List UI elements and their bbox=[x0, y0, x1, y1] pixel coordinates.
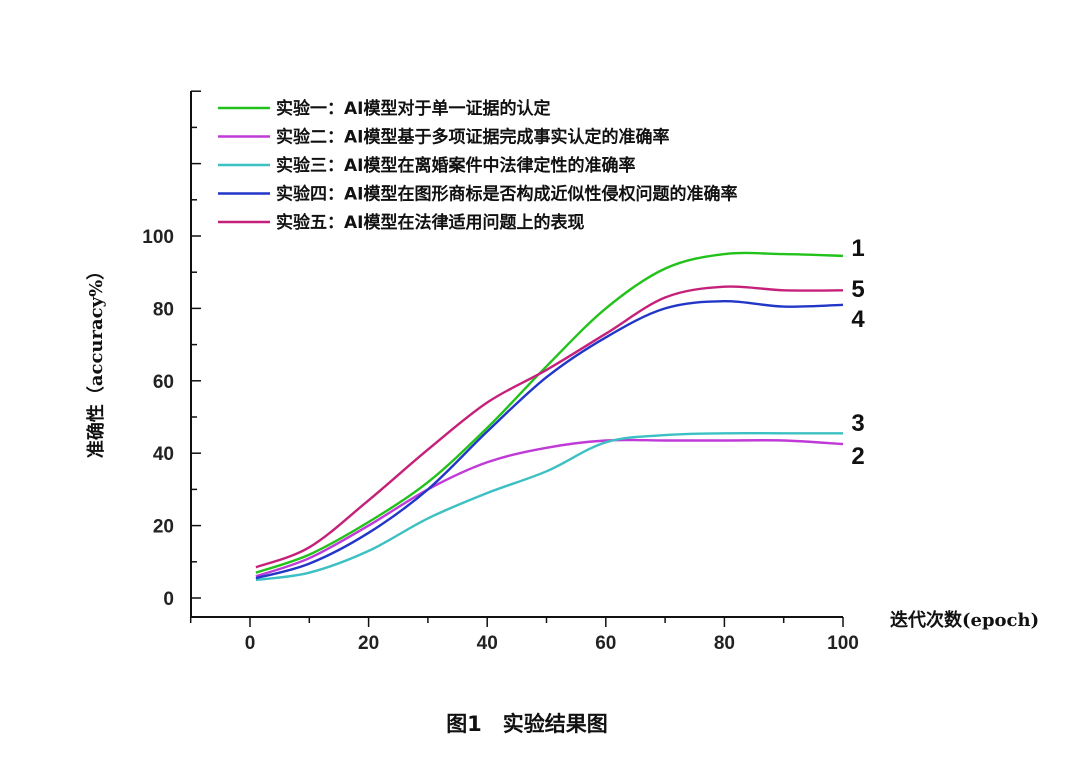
y-tick-label: 40 bbox=[153, 444, 174, 465]
series-end-label-5: 5 bbox=[851, 276, 864, 303]
y-tick-label: 20 bbox=[153, 517, 174, 538]
series-end-label-1: 1 bbox=[851, 235, 864, 262]
legend-label-4: 实验四：AI模型在图形商标是否构成近似性侵权问题的准确率 bbox=[276, 184, 737, 205]
labels: 准确性（accuracy%） 迭代次数(epoch) 图1 实验结果图 bbox=[85, 262, 1039, 736]
figure-caption: 图1 实验结果图 bbox=[446, 712, 608, 736]
x-tick-label: 20 bbox=[358, 633, 379, 654]
legend-label-1: 实验一：AI模型对于单一证据的认定 bbox=[276, 98, 550, 119]
y-axis-title: 准确性（accuracy%） bbox=[85, 262, 107, 458]
legend-label-2: 实验二：AI模型基于多项证据完成事实认定的准确率 bbox=[276, 127, 669, 148]
series-line-2 bbox=[255, 438, 844, 578]
x-tick-label: 80 bbox=[714, 633, 735, 654]
series-end-label-3: 3 bbox=[851, 410, 864, 437]
series-end-label-4: 4 bbox=[851, 306, 865, 333]
axes: 0 20 40 60 80 100 0 20 40 60 80 100 bbox=[142, 90, 859, 654]
series-line-1 bbox=[255, 251, 844, 574]
x-tick-label: 60 bbox=[595, 633, 616, 654]
y-tick-label: 60 bbox=[153, 372, 174, 393]
x-tick-label: 40 bbox=[477, 633, 498, 654]
legend: 实验一：AI模型对于单一证据的认定实验二：AI模型基于多项证据完成事实认定的准确… bbox=[218, 98, 737, 233]
series-end-label-2: 2 bbox=[851, 443, 864, 470]
x-tick-label: 0 bbox=[245, 633, 256, 654]
series-line-4 bbox=[255, 299, 844, 580]
plot-area: 1 2 3 4 5 bbox=[255, 235, 865, 582]
x-axis-title: 迭代次数(epoch) bbox=[890, 609, 1039, 631]
y-tick-label: 0 bbox=[163, 589, 174, 610]
y-tick-label: 80 bbox=[153, 299, 174, 320]
legend-label-5: 实验五：AI模型在法律适用问题上的表现 bbox=[276, 212, 584, 233]
series-line-5 bbox=[255, 285, 844, 569]
series-line-3 bbox=[255, 431, 843, 582]
x-tick-label: 100 bbox=[827, 633, 859, 654]
legend-label-3: 实验三：AI模型在离婚案件中法律定性的准确率 bbox=[276, 155, 635, 176]
y-tick-label: 100 bbox=[142, 227, 174, 248]
